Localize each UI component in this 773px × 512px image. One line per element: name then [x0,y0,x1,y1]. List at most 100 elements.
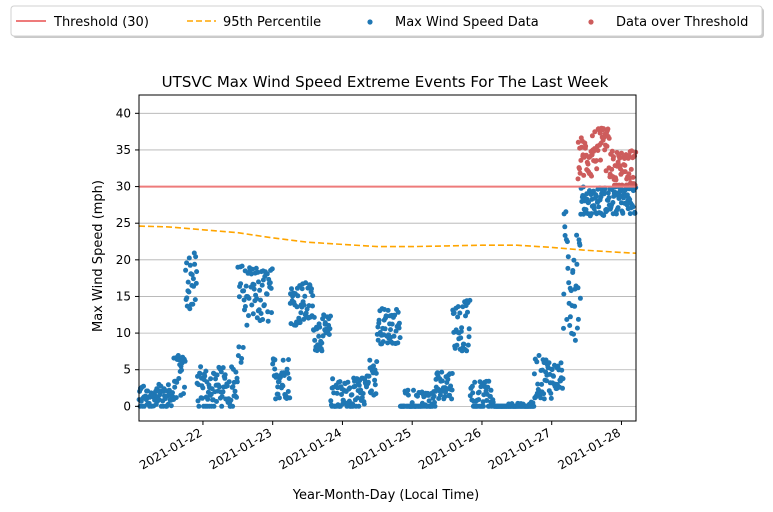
wind-point [575,285,581,291]
wind-point [570,268,576,273]
legend-over-label: Data over Threshold [616,15,748,30]
wind-point [230,384,236,390]
points-layer [136,125,639,409]
wind-point [272,366,278,372]
wind-point [613,211,619,217]
over-threshold-point [629,148,635,154]
legend-box [10,5,763,37]
legend-data-swatch [367,19,373,25]
wind-point [531,371,537,377]
wind-point [432,400,437,405]
wind-point [566,280,572,286]
wind-point [218,369,224,375]
wind-point [455,304,461,310]
wind-point [214,399,219,404]
wind-point [563,209,569,215]
wind-point [269,310,274,316]
wind-point [310,293,316,299]
wind-point [241,297,247,303]
wind-point [541,391,547,397]
wind-point [630,204,636,210]
over-threshold-point [628,166,634,172]
wind-point [257,287,263,293]
wind-point [356,403,362,409]
wind-point [183,267,189,273]
x-tick-label: 2021-01-23 [207,425,274,472]
wind-point [395,309,401,315]
wind-point [222,372,228,378]
wind-point [244,322,250,328]
wind-point [280,383,286,389]
wind-point [347,385,353,391]
wind-point [258,297,263,303]
legend-threshold-label: Threshold (30) [53,15,149,30]
wind-point [256,307,262,313]
wind-point [567,323,573,328]
wind-point [561,325,566,331]
x-tick-label: 2021-01-24 [277,425,344,472]
wind-point [205,396,211,402]
wind-point [610,200,616,205]
over-threshold-point [583,143,589,149]
wind-point [449,387,455,393]
wind-point [232,388,238,394]
wind-point [372,377,378,383]
wind-point [273,396,279,402]
wind-point [620,210,626,216]
x-axis-label: Year-Month-Day (Local Time) [292,488,479,503]
wind-point [301,302,307,308]
wind-point [486,378,492,384]
wind-point [235,353,241,359]
wind-point [214,372,220,378]
over-threshold-point [589,173,594,179]
wind-point [405,387,411,393]
over-threshold-point [622,156,627,161]
wind-point [246,313,251,319]
wind-point [226,379,232,385]
wind-point [182,384,187,390]
wind-point [627,211,633,217]
wind-point [220,389,226,395]
wind-point [189,272,195,278]
wind-point [551,373,556,379]
wind-point [541,396,547,402]
wind-point [280,357,286,363]
legend-over-swatch [588,19,594,25]
wind-point [466,326,472,332]
wind-point [194,269,200,275]
over-threshold-point [577,166,582,172]
wind-point [243,283,249,289]
wind-point [239,356,245,361]
wind-point [376,317,382,323]
wind-point [356,382,362,388]
y-tick-label: 30 [116,180,131,194]
wind-point [469,383,475,389]
wind-point [236,294,242,300]
wind-point [326,332,332,337]
wind-point [484,398,490,403]
wind-point [574,232,580,238]
chart-title: UTSVC Max Wind Speed Extreme Events For … [162,73,609,91]
x-tick-label: 2021-01-25 [346,425,413,472]
wind-point [426,398,432,404]
wind-point [172,384,178,390]
wind-point [294,304,300,310]
wind-point [184,260,190,266]
wind-point [268,285,274,291]
wind-point [249,266,255,272]
wind-point [211,403,217,409]
wind-point [397,335,403,341]
wind-point [184,295,190,301]
wind-point [256,279,261,285]
wind-point [303,310,309,316]
wind-point [624,202,630,208]
wind-point [601,191,607,197]
wind-point [334,390,340,396]
wind-point [380,339,386,345]
wind-point [405,392,411,398]
legend: Threshold (30) 95th Percentile Max Wind … [10,5,764,38]
wind-point [476,397,482,403]
over-threshold-point [626,171,632,177]
over-threshold-point [604,143,610,149]
